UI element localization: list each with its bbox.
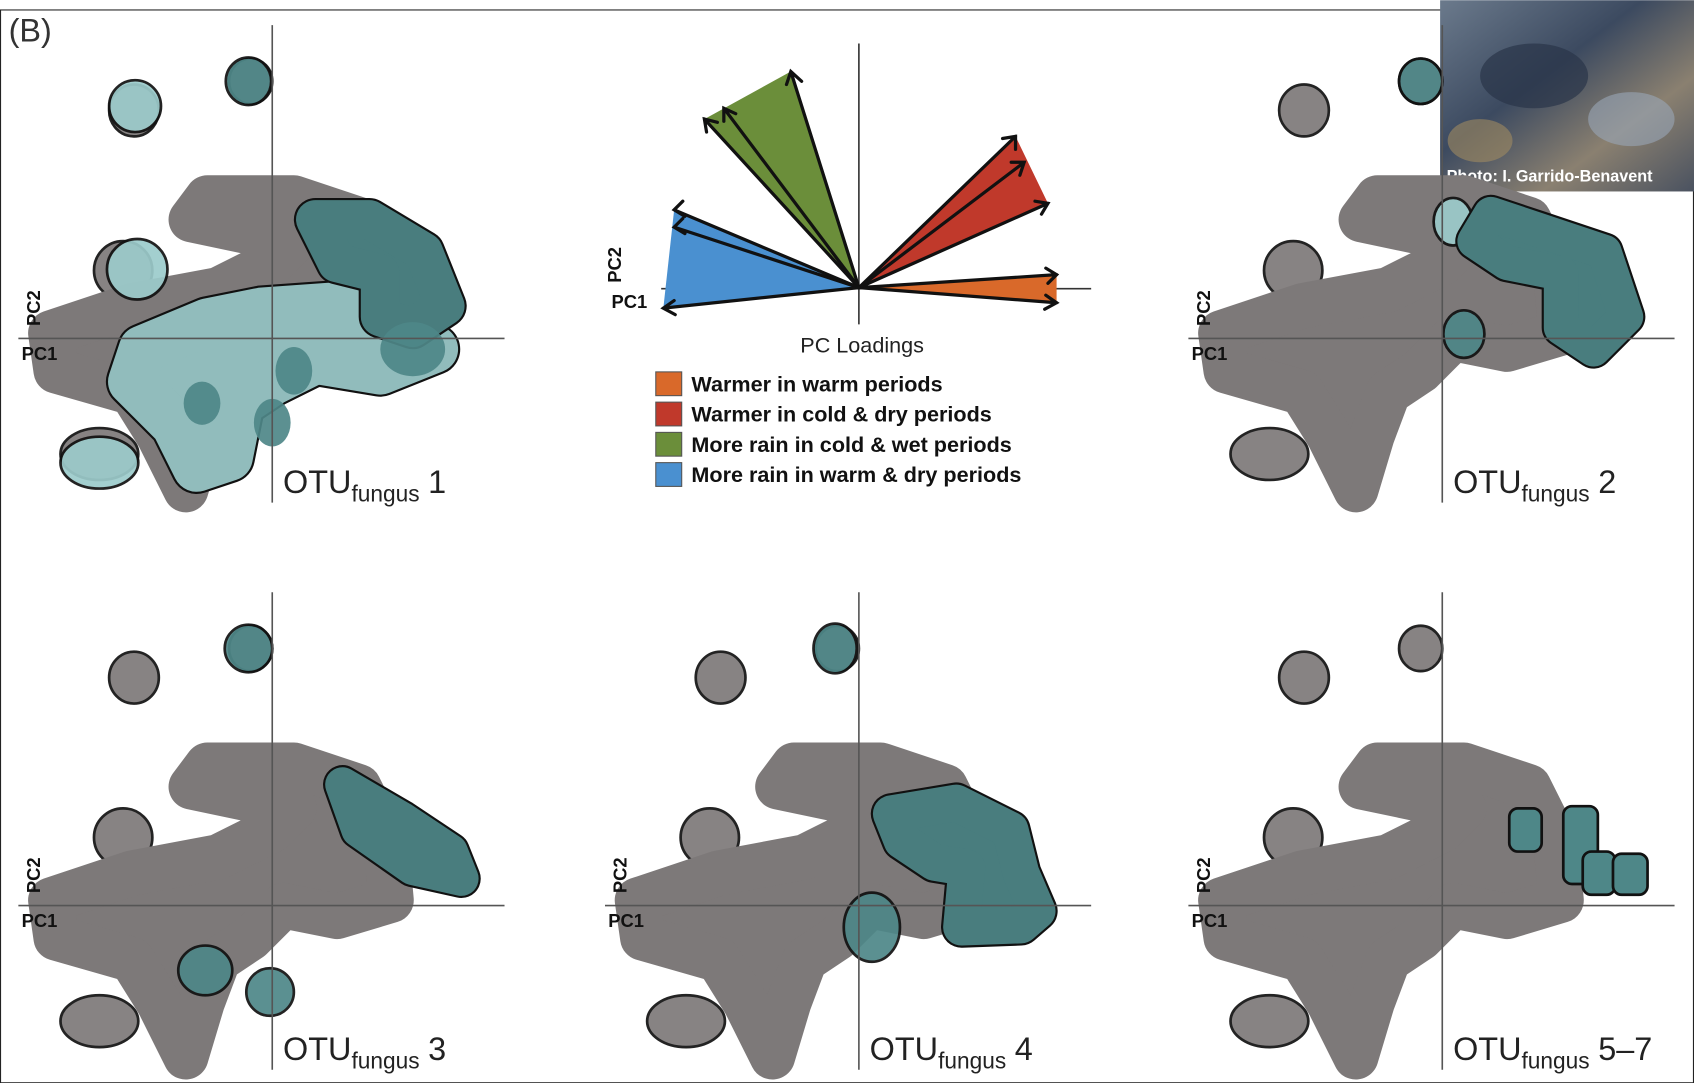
legend-label: More rain in warm & dry periods	[691, 462, 1021, 487]
teal-region	[1443, 310, 1484, 358]
axis-label-y: PC2	[610, 857, 631, 893]
axis-label-x: PC1	[22, 343, 58, 364]
legend-swatch	[656, 432, 682, 456]
gray-region	[1399, 626, 1442, 671]
panel-name: OTU	[1453, 1031, 1521, 1067]
legend-label: Warmer in cold & dry periods	[691, 402, 991, 427]
teal-region	[184, 382, 221, 425]
teal-region	[178, 946, 232, 996]
panel-label: OTUfungus 5–7	[1453, 1031, 1652, 1074]
gray-region	[647, 995, 725, 1047]
panel-number: 5–7	[1598, 1031, 1652, 1067]
teal-region	[246, 968, 294, 1016]
panel-subscript: fungus	[351, 1048, 419, 1074]
panel-name: OTU	[283, 464, 351, 500]
gray-region	[1231, 428, 1309, 480]
panel-subscript: fungus	[938, 1048, 1006, 1074]
panel-number: 2	[1598, 464, 1616, 500]
panel-label: OTUfungus 4	[870, 1031, 1033, 1074]
teal-region	[1613, 854, 1648, 895]
gray-region	[1279, 85, 1329, 137]
axis-label-x: PC1	[608, 910, 644, 931]
axis-label-y: PC2	[23, 857, 44, 893]
panel: PC2 PC1 OTUfungus 3	[18, 592, 504, 1073]
legend-swatch	[656, 463, 682, 487]
teal-region	[109, 80, 161, 132]
panel-subscript: fungus	[1521, 481, 1589, 507]
panel-subscript: fungus	[1521, 1048, 1589, 1074]
gray-region	[696, 652, 746, 704]
teal-region	[380, 322, 445, 376]
teal-region	[107, 239, 167, 300]
gray-region	[61, 995, 139, 1047]
panel-name: OTU	[283, 1031, 351, 1067]
panel-number: 1	[428, 464, 446, 500]
axis-label-y: PC2	[23, 290, 44, 326]
panel-name: OTU	[1453, 464, 1521, 500]
teal-region	[1509, 808, 1541, 851]
panel: PC2 PC1 OTUfungus 1	[18, 25, 504, 506]
teal-region	[1399, 59, 1442, 104]
panel-number: 3	[428, 1031, 446, 1067]
axis-label-x: PC1	[611, 291, 647, 312]
axis-label-y: PC2	[1193, 857, 1214, 893]
photo: Photo: I. Garrido-Benavent	[1440, 0, 1694, 191]
teal-region	[225, 625, 273, 673]
panel-label: OTUfungus 2	[1453, 464, 1616, 507]
legend-swatch	[656, 402, 682, 426]
loadings-plot: PC2 PC1 PC Loadings Warmer in warm perio…	[604, 43, 1091, 487]
panel-number: 4	[1015, 1031, 1033, 1067]
axis-label-y: PC2	[1193, 290, 1214, 326]
panel-label: OTUfungus 1	[283, 464, 446, 507]
legend-swatch	[656, 372, 682, 396]
figure: (B) Photo: I. Garrido-Benavent PC2 PC1	[0, 0, 1694, 1083]
gray-region	[1279, 652, 1329, 704]
panel-name: OTU	[870, 1031, 938, 1067]
legend-label: Warmer in warm periods	[691, 371, 942, 396]
page: {"figure_label": "(B)", "photo_credit": …	[0, 0, 1694, 1083]
teal-region	[61, 437, 139, 489]
loadings-title: PC Loadings	[800, 332, 924, 357]
figure-label: (B)	[9, 12, 52, 48]
teal-region	[814, 624, 857, 674]
gray-region	[109, 652, 159, 704]
axis-label-x: PC1	[22, 910, 58, 931]
axis-label-x: PC1	[1192, 910, 1228, 931]
panel: PC2 PC1 OTUfungus 4	[605, 592, 1091, 1073]
teal-region	[226, 58, 271, 106]
gray-region	[1231, 995, 1309, 1047]
teal-region	[844, 893, 900, 962]
teal-region	[1583, 852, 1615, 895]
teal-region	[275, 347, 312, 395]
panel: PC2 PC1 OTUfungus 5–7	[1188, 592, 1674, 1073]
legend-label: More rain in cold & wet periods	[691, 432, 1011, 457]
axis-label-y: PC2	[604, 247, 625, 283]
axis-label-x: PC1	[1192, 343, 1228, 364]
panel-label: OTUfungus 3	[283, 1031, 446, 1074]
panel-subscript: fungus	[351, 481, 419, 507]
